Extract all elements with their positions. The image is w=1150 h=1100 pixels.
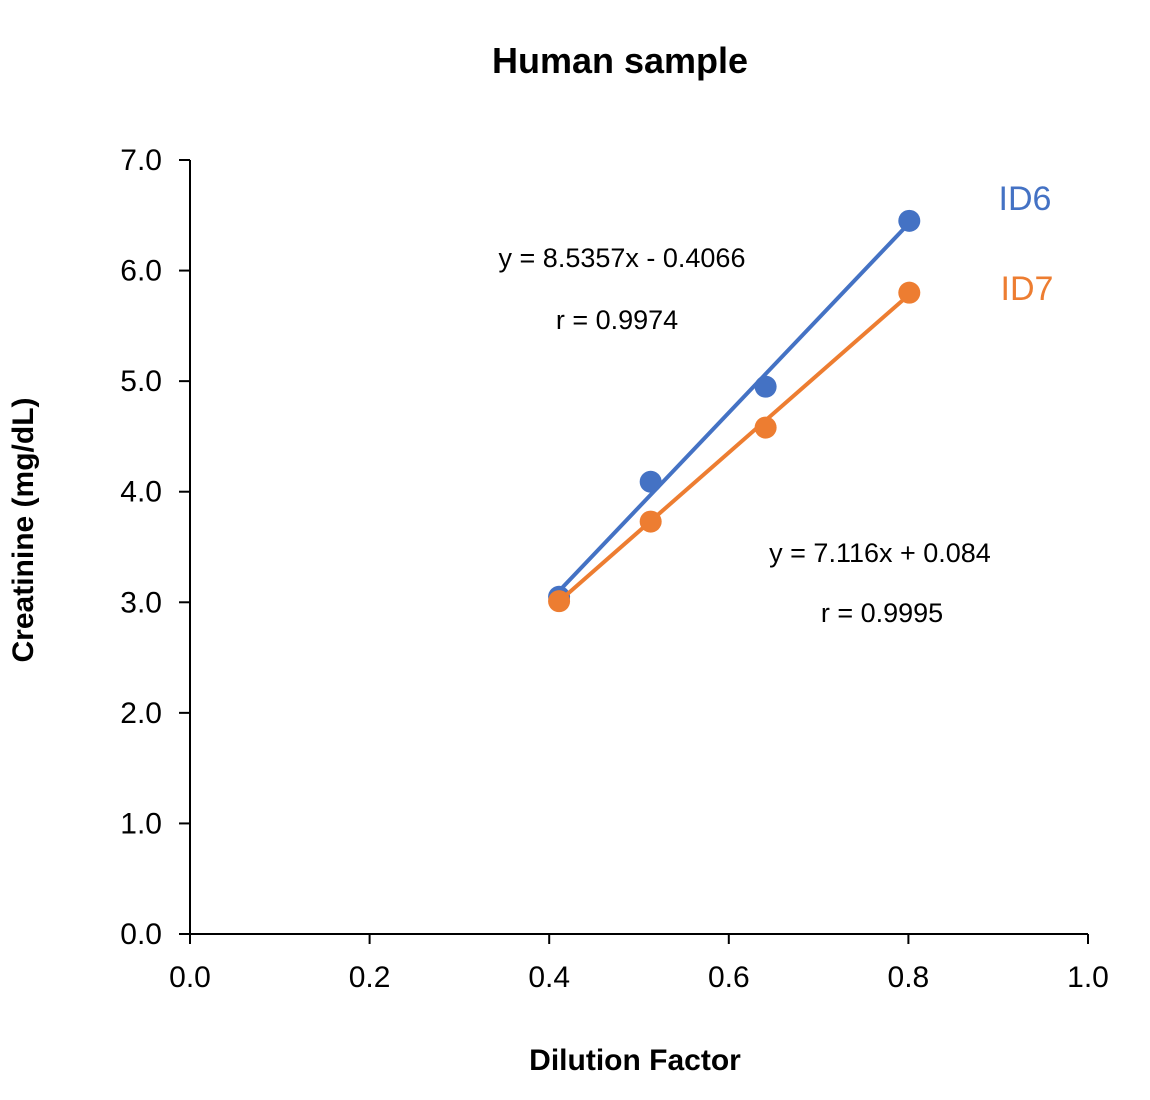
id6-equation: y = 8.5357x - 0.4066 <box>499 243 746 273</box>
id6-data-point <box>754 375 777 398</box>
y-tick-label: 5.0 <box>120 365 162 398</box>
x-tick-label: 0.8 <box>888 961 930 994</box>
id7-data-point <box>548 590 571 613</box>
y-tick-label: 6.0 <box>120 255 162 288</box>
id6-trendline <box>557 221 911 593</box>
axes: 0.0 1.0 2.0 3.0 4.0 5.0 6.0 7.0 0.0 0.2 0.4 0.6 0.8 1… <box>120 144 1109 994</box>
id7-equation: y = 7.116x + 0.084 <box>769 538 991 568</box>
id6-series-label: ID6 <box>999 180 1052 218</box>
id7-data-point <box>639 510 662 533</box>
x-tick-label: 0.6 <box>708 961 750 994</box>
id7-series-label: ID7 <box>1001 270 1054 308</box>
x-tick-label: 0.0 <box>169 961 211 994</box>
x-axis-label: Dilution Factor <box>529 1044 741 1077</box>
plot-marks <box>548 209 921 613</box>
y-tick-label: 4.0 <box>120 476 162 509</box>
y-tick-label: 3.0 <box>120 586 162 619</box>
id6-data-point <box>639 470 662 493</box>
x-tick-label: 0.2 <box>349 961 391 994</box>
id6-r-value: r = 0.9974 <box>556 305 678 335</box>
x-tick-label: 1.0 <box>1067 961 1109 994</box>
id7-data-point <box>898 281 921 304</box>
x-tick-label: 0.4 <box>528 961 570 994</box>
id7-data-point <box>754 416 777 439</box>
y-axis-label: Creatinine (mg/dL) <box>7 397 40 662</box>
id7-trendline <box>557 292 911 603</box>
y-tick-label: 7.0 <box>120 144 162 177</box>
id6-data-point <box>898 209 921 232</box>
chart-title: Human sample <box>492 40 748 81</box>
id7-r-value: r = 0.9995 <box>821 598 943 628</box>
y-tick-label: 1.0 <box>120 807 162 840</box>
y-tick-label: 0.0 <box>120 918 162 951</box>
y-tick-label: 2.0 <box>120 697 162 730</box>
